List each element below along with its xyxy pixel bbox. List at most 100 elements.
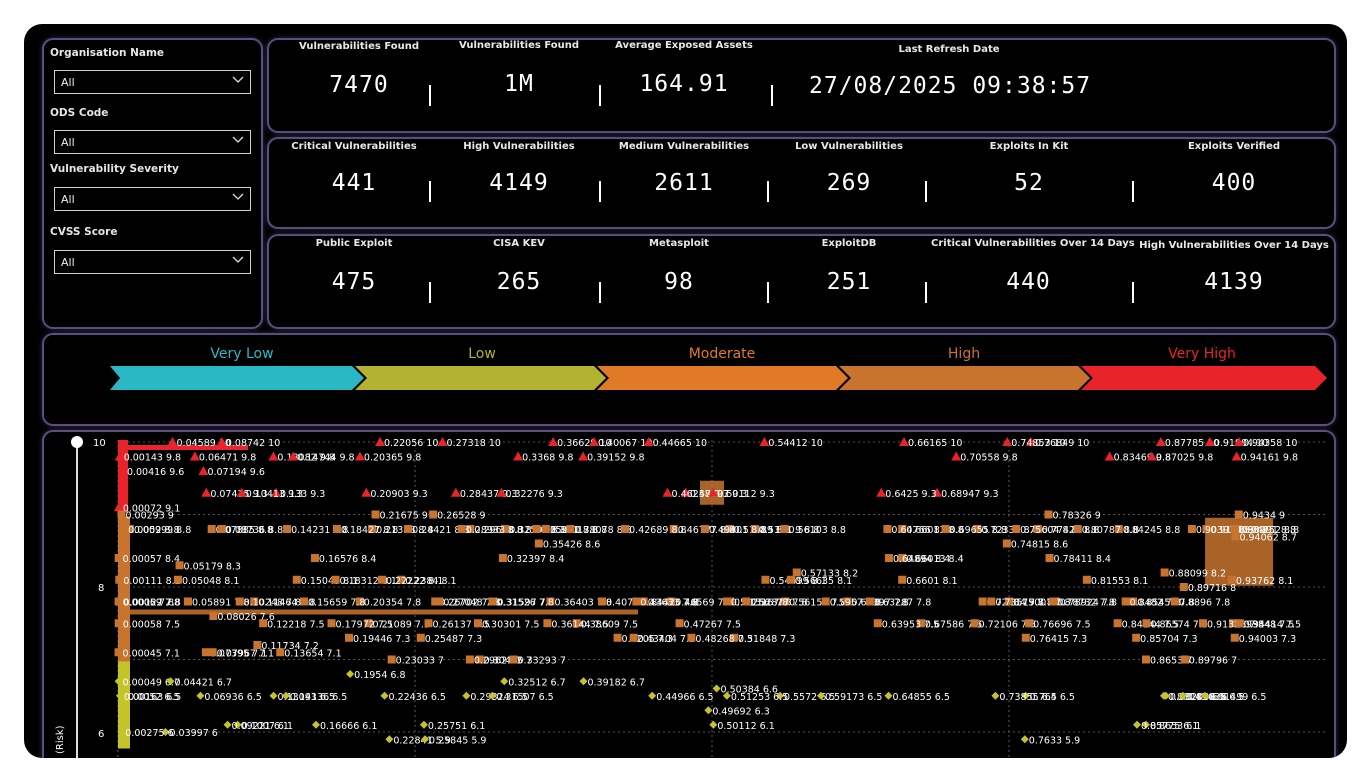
data-point[interactable] [437,437,448,446]
data-point[interactable] [345,633,354,642]
organisation-dropdown[interactable]: All [54,70,251,94]
data-point[interactable] [1230,525,1239,533]
data-point[interactable] [431,597,440,606]
data-point[interactable] [435,597,444,606]
data-point[interactable] [759,437,770,446]
data-point[interactable] [288,451,299,461]
ods-code-dropdown[interactable]: All [54,130,251,154]
data-point[interactable] [761,575,770,584]
data-point[interactable] [1121,597,1130,606]
data-point[interactable] [465,655,474,664]
data-point[interactable] [1230,633,1239,642]
data-point[interactable] [566,525,575,533]
data-point[interactable] [207,525,216,533]
data-point[interactable] [613,633,622,642]
data-point[interactable] [385,735,394,744]
data-point[interactable] [709,720,718,729]
data-point[interactable] [865,597,874,606]
data-point[interactable] [424,619,433,628]
data-point[interactable] [621,525,630,533]
data-point[interactable] [189,451,200,461]
data-point[interactable] [114,554,123,562]
data-point[interactable] [1044,510,1053,519]
data-point[interactable] [1141,720,1150,729]
data-point[interactable] [331,575,340,584]
data-point[interactable] [579,677,588,686]
data-point[interactable] [1114,525,1123,533]
data-point[interactable] [700,525,709,533]
data-point[interactable] [216,437,227,446]
data-point[interactable] [578,451,589,461]
data-point[interactable] [780,525,789,533]
data-point[interactable] [201,648,210,657]
data-point[interactable] [1146,451,1157,461]
data-point[interactable] [364,619,373,628]
data-point[interactable] [1234,510,1243,519]
cvss-dropdown[interactable]: All [54,250,251,274]
data-point[interactable] [1082,575,1091,584]
data-point[interactable] [973,525,982,533]
data-point[interactable] [276,648,285,657]
data-point[interactable] [387,655,396,664]
data-point[interactable] [175,561,184,570]
data-point[interactable] [120,525,129,533]
data-point[interactable] [1002,437,1013,446]
data-point[interactable] [1233,437,1244,446]
data-point[interactable] [271,487,282,497]
data-point[interactable] [166,677,175,686]
data-point[interactable] [987,597,996,606]
data-point[interactable] [114,597,123,606]
data-point[interactable] [1228,619,1237,628]
data-point[interactable] [120,691,129,700]
data-point[interactable] [1161,691,1170,700]
data-point[interactable] [201,487,212,497]
data-point[interactable] [236,487,247,497]
data-point[interactable] [354,451,365,461]
data-point[interactable] [183,597,192,606]
data-point[interactable] [1231,451,1242,461]
data-point[interactable] [941,525,950,533]
data-point[interactable] [667,597,676,606]
data-point[interactable] [1202,525,1211,533]
data-point[interactable] [223,720,232,729]
data-point[interactable] [209,612,218,620]
data-point[interactable] [781,597,790,606]
data-point[interactable] [543,619,552,628]
data-point[interactable] [669,525,678,533]
data-point[interactable] [899,437,910,446]
data-point[interactable] [429,510,438,519]
data-point[interactable] [978,597,987,606]
data-point[interactable] [292,575,301,584]
data-point[interactable] [725,525,734,533]
data-point[interactable] [1005,597,1014,606]
data-point[interactable] [1142,619,1151,628]
data-point[interactable] [125,525,134,533]
data-point[interactable] [233,720,242,729]
data-point[interactable] [548,437,559,446]
data-point[interactable] [1133,720,1142,729]
data-point[interactable] [675,619,684,628]
data-point[interactable] [416,633,425,642]
data-point[interactable] [488,691,497,700]
data-point[interactable] [498,554,507,562]
data-point[interactable] [198,466,209,475]
data-point[interactable] [532,525,541,533]
data-point[interactable] [1033,525,1042,533]
data-point[interactable] [346,670,355,678]
data-point[interactable] [951,451,962,461]
data-point[interactable] [509,655,518,664]
data-point[interactable] [884,691,893,700]
data-point[interactable] [1198,619,1207,628]
data-point[interactable] [250,597,259,606]
data-point[interactable] [991,691,1000,700]
data-point[interactable] [708,487,719,497]
data-point[interactable] [259,619,268,628]
data-point[interactable] [1045,554,1054,562]
data-point[interactable] [173,575,182,584]
data-point[interactable] [932,487,943,497]
data-point[interactable] [1073,525,1082,533]
data-point[interactable] [970,619,979,628]
data-point[interactable] [687,633,696,642]
data-point[interactable] [541,525,550,533]
data-point[interactable] [283,525,292,533]
